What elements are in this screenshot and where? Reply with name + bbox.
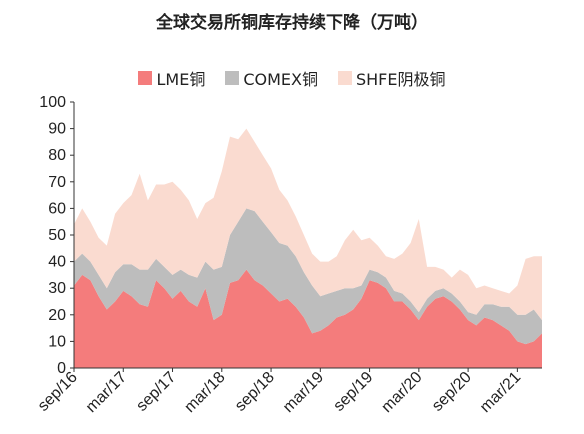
chart-title: 全球交易所铜库存持续下降（万吨） bbox=[156, 13, 428, 33]
x-tick-label: mar/17 bbox=[83, 369, 130, 416]
x-tick-label: sep/17 bbox=[133, 369, 179, 415]
x-tick-label: mar/20 bbox=[378, 369, 425, 416]
y-tick-label: 10 bbox=[48, 333, 66, 350]
x-tick-label: mar/18 bbox=[181, 369, 228, 416]
legend-swatch-comex bbox=[225, 71, 240, 85]
y-tick-label: 80 bbox=[48, 147, 66, 164]
x-tick-label: sep/19 bbox=[330, 369, 376, 415]
x-tick-label: sep/18 bbox=[232, 369, 278, 415]
y-tick-label: 0 bbox=[57, 360, 66, 377]
legend-item-lme: LME铜 bbox=[138, 66, 205, 90]
y-tick-label: 70 bbox=[48, 174, 66, 191]
y-tick-label: 60 bbox=[48, 200, 66, 217]
area-series-2 bbox=[74, 128, 542, 321]
legend-swatch-shfe bbox=[337, 71, 352, 85]
y-tick-label: 90 bbox=[48, 121, 66, 138]
legend-label-shfe: SHFE阴极铜 bbox=[355, 70, 446, 89]
y-tick-label: 100 bbox=[39, 94, 66, 111]
x-tick-label: mar/19 bbox=[280, 369, 327, 416]
legend-swatch-lme bbox=[138, 71, 153, 85]
y-tick-label: 40 bbox=[48, 254, 66, 271]
area-series-0 bbox=[74, 269, 542, 368]
legend-label-lme: LME铜 bbox=[156, 70, 206, 89]
x-tick-label: mar/21 bbox=[477, 369, 524, 416]
legend-label-comex: COMEX铜 bbox=[243, 70, 318, 89]
x-tick-label: sep/20 bbox=[429, 369, 475, 415]
legend: LME铜 COMEX铜 SHFE阴极铜 bbox=[0, 66, 584, 90]
y-tick-label: 30 bbox=[48, 280, 66, 297]
legend-item-comex: COMEX铜 bbox=[225, 66, 318, 90]
y-tick-label: 20 bbox=[48, 307, 66, 324]
area-series-1 bbox=[74, 208, 542, 345]
legend-item-shfe: SHFE阴极铜 bbox=[337, 66, 446, 90]
y-tick-label: 50 bbox=[48, 227, 66, 244]
